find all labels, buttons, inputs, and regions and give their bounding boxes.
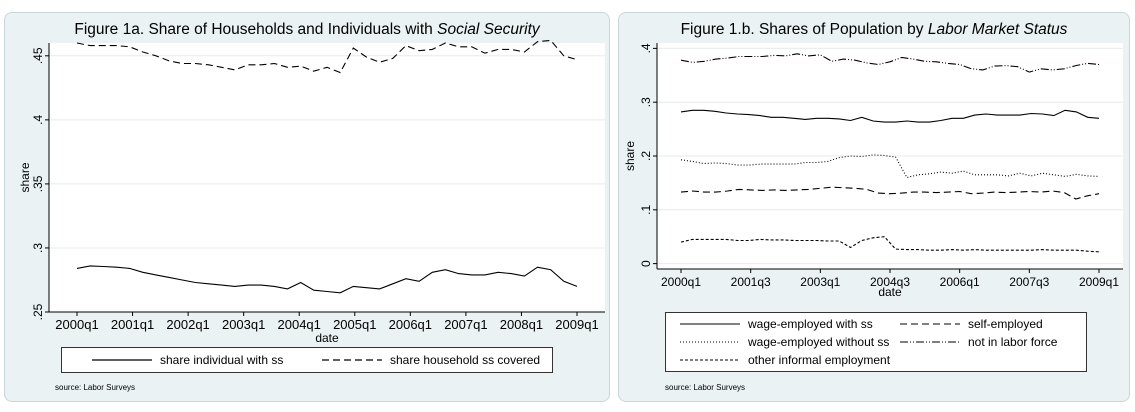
x-tick-label: 2000q1 <box>661 275 701 289</box>
series-line-share-individual-with-ss <box>76 265 578 294</box>
x-tick-label: 2006q1 <box>940 275 980 289</box>
x-tick-label: 2003q1 <box>222 317 265 332</box>
y-tick-label: 0 <box>639 260 653 267</box>
x-tick-label: 2005q1 <box>333 317 376 332</box>
legend-label: not in labor force <box>968 335 1058 349</box>
y-tick-label: .3 <box>31 243 45 253</box>
legend-item-other-informal-employment: other informal employment <box>680 353 890 367</box>
x-tick-label: 2009q1 <box>1079 275 1119 289</box>
y-tick-label: .4 <box>31 115 45 125</box>
legend-label: other informal employment <box>748 353 891 367</box>
y-tick-label: .2 <box>639 151 653 161</box>
legend-item-wage-employed-with-ss: wage-employed with ss <box>680 317 873 331</box>
x-tick-label: 2004q1 <box>278 317 321 332</box>
legend-item-household-ss-covered: share household ss covered <box>322 353 540 367</box>
y-tick-label: .4 <box>639 43 653 53</box>
x-tick-label: 2003q1 <box>800 275 840 289</box>
x-axis-label: date <box>315 331 339 345</box>
chart-legend: share individual with ss share household… <box>61 347 553 373</box>
series-line-share-household-ss-covered <box>76 39 578 74</box>
legend-item-not-in-labor-force: not in labor force <box>900 335 1057 349</box>
x-tick-label: 2009q1 <box>555 317 598 332</box>
x-tick-label: 2008q1 <box>500 317 543 332</box>
line-chart-labor-market: 0 .1 .2 .3 .4 2000q1 2001q3 2003q1 2004q3 2006q1 2… <box>623 43 1123 299</box>
x-tick-label: 2001q3 <box>731 275 771 289</box>
legend-item-wage-employed-without-ss: wage-employed without ss <box>680 335 889 349</box>
y-tick-label: .25 <box>31 303 45 320</box>
chart-title: Figure 1.b. Shares of Population by Labo… <box>680 21 1068 38</box>
source-note: source: Labor Surveys <box>55 383 136 392</box>
series-line-self-employed <box>680 186 1100 200</box>
x-tick-label: 2006q1 <box>389 317 432 332</box>
legend-item-individual-with-ss: share individual with ss <box>92 353 283 367</box>
x-tick-label: 2004q3 <box>870 275 910 289</box>
y-axis-label: share <box>623 141 637 171</box>
x-tick-label: 2007q3 <box>1009 275 1049 289</box>
legend-label: wage-employed with ss <box>748 317 873 331</box>
x-tick-label: 2000q1 <box>55 317 98 332</box>
legend-item-self-employed: self-employed <box>900 317 1043 331</box>
x-axis-label: date <box>878 285 902 299</box>
legend-label: wage-employed without ss <box>748 335 890 349</box>
series-line-wage-employed-with-ss <box>680 109 1100 123</box>
x-tick-label: 2007q1 <box>444 317 487 332</box>
series-line-other-informal-employment <box>680 236 1100 253</box>
y-axis-label: share <box>18 162 32 192</box>
x-tick-label: 2002q1 <box>166 317 209 332</box>
y-tick-label: .35 <box>31 175 45 192</box>
legend-label: self-employed <box>968 317 1043 331</box>
series-line-not-in-labor-force <box>680 53 1100 73</box>
chart-panel-labor-market: Figure 1.b. Shares of Population by Labo… <box>618 12 1130 402</box>
legend-label: share individual with ss <box>160 353 284 367</box>
y-tick-label: .3 <box>639 97 653 107</box>
legend-label: share household ss covered <box>390 353 541 367</box>
chart-legend: wage-employed with ss self-employed wage… <box>665 312 1087 372</box>
line-chart-households: .25 .3 .35 .4 .45 2000q1 2001q1 2002q1 2003q1 200… <box>18 39 605 345</box>
y-tick-label: .1 <box>639 204 653 214</box>
source-note: source: Labor Surveys <box>665 383 746 392</box>
plot-area <box>49 43 605 312</box>
x-tick-label: 2001q1 <box>111 317 154 332</box>
series-line-wage-employed-without-ss <box>680 154 1100 179</box>
chart-panel-households: Figure 1a. Share of Households and Indiv… <box>4 12 610 402</box>
y-tick-label: .45 <box>31 47 45 64</box>
chart-title: Figure 1a. Share of Households and Indiv… <box>74 21 540 38</box>
